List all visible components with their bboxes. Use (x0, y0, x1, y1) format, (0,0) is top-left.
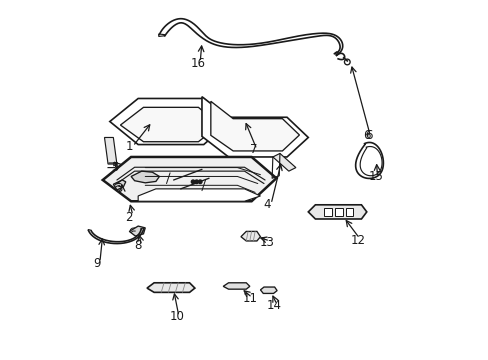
Polygon shape (210, 101, 299, 151)
Polygon shape (223, 283, 249, 289)
Text: 4: 4 (263, 198, 271, 211)
Polygon shape (260, 287, 277, 293)
Polygon shape (104, 138, 117, 164)
Polygon shape (129, 226, 145, 236)
Polygon shape (307, 205, 366, 219)
Bar (345, 208, 353, 216)
Polygon shape (241, 231, 260, 241)
Text: 8: 8 (134, 239, 142, 252)
Circle shape (191, 180, 195, 184)
Polygon shape (159, 34, 164, 36)
Polygon shape (272, 153, 295, 171)
Text: 9: 9 (94, 257, 101, 270)
Circle shape (198, 180, 202, 184)
Text: 16: 16 (190, 57, 205, 69)
Text: 5: 5 (111, 161, 119, 174)
Polygon shape (202, 97, 307, 157)
Polygon shape (120, 107, 219, 142)
Text: 10: 10 (169, 310, 184, 323)
Polygon shape (113, 180, 125, 190)
Text: 13: 13 (260, 235, 274, 248)
Text: 6: 6 (364, 129, 371, 142)
Polygon shape (110, 99, 230, 145)
Text: 3: 3 (115, 183, 122, 195)
Polygon shape (138, 189, 260, 201)
Text: 12: 12 (350, 234, 365, 247)
Text: 14: 14 (266, 299, 282, 312)
Polygon shape (102, 157, 276, 201)
Polygon shape (334, 52, 338, 54)
Circle shape (195, 180, 198, 184)
Text: 1: 1 (125, 140, 133, 153)
Text: 2: 2 (125, 211, 133, 224)
Bar (324, 208, 331, 216)
Text: 15: 15 (367, 170, 382, 183)
Polygon shape (131, 171, 159, 183)
Bar (334, 208, 342, 216)
Text: 7: 7 (249, 143, 257, 156)
Text: 6: 6 (362, 129, 370, 142)
Text: 11: 11 (242, 292, 257, 305)
Polygon shape (147, 283, 195, 292)
